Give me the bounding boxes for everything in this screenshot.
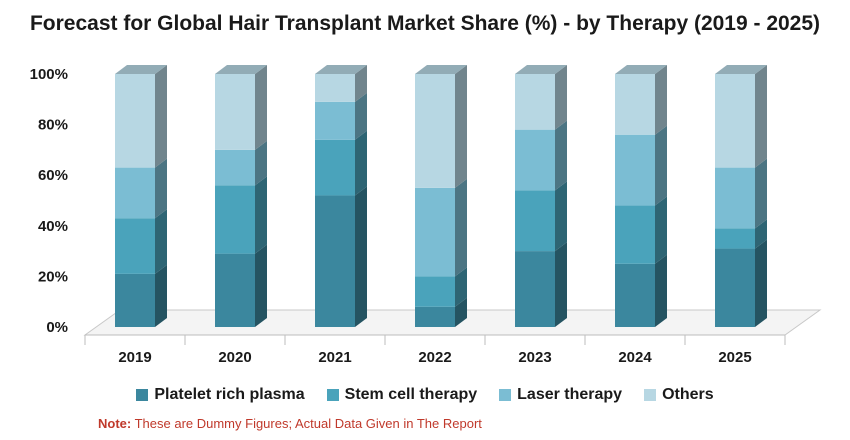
legend-label: Others: [662, 386, 714, 403]
bar-segment-side: [155, 158, 167, 219]
bar-segment-front: [215, 185, 255, 254]
legend-item: Stem cell therapy: [326, 386, 478, 404]
y-tick-label: 40%: [38, 218, 68, 235]
bar-segment-side: [355, 130, 367, 196]
bar-segment-front: [315, 195, 355, 327]
bar-top: [315, 65, 367, 74]
bar-segment-front: [315, 101, 355, 140]
stacked-bar-chart: 0% 20% 40% 60% 80% 100% 2019 2020 2021 2022 2023 20…: [30, 65, 822, 366]
bar-segment-front: [115, 218, 155, 274]
bar-segment-side: [255, 140, 267, 186]
bar-segment-front: [115, 273, 155, 327]
bar-segment-front: [315, 139, 355, 196]
bar-segment-side: [555, 181, 567, 252]
x-tick-label: 2021: [318, 349, 351, 366]
bar-segment-side: [555, 120, 567, 191]
bar-top: [515, 65, 567, 74]
bar-segment-front: [515, 129, 555, 191]
bar-segment-side: [555, 242, 567, 327]
legend-label: Platelet rich plasma: [154, 386, 305, 403]
bar-segment-front: [415, 187, 455, 277]
legend-swatch: [136, 389, 149, 401]
legend-label: Laser therapy: [517, 386, 623, 403]
bar-segment-side: [655, 125, 667, 206]
x-tick-label: 2022: [418, 349, 451, 366]
bar-segment-front: [715, 74, 755, 168]
legend-item: Others: [644, 386, 714, 404]
bar-segment-front: [715, 248, 755, 327]
legend-swatch: [326, 389, 339, 401]
bar-segment-front: [115, 74, 155, 168]
bar-segment-front: [515, 251, 555, 327]
y-tick-label: 100%: [30, 66, 68, 83]
note-text: These are Dummy Figures; Actual Data Giv…: [131, 416, 482, 431]
legend-item: Platelet rich plasma: [136, 386, 305, 404]
bar-segment-side: [155, 209, 167, 274]
y-tick-label: 60%: [38, 167, 68, 184]
bar-segment-front: [415, 306, 455, 327]
bar-top: [215, 65, 267, 74]
bar-segment-front: [615, 263, 655, 327]
bar-segment-side: [355, 65, 367, 102]
bar-segment-side: [655, 254, 667, 327]
bar-top: [115, 65, 167, 74]
bar-segment-front: [415, 276, 455, 307]
bar-segment-side: [155, 264, 167, 327]
bar-segment-front: [215, 149, 255, 186]
y-tick-label: 0%: [46, 319, 68, 336]
bar-top: [615, 65, 667, 74]
bar-segment-side: [755, 65, 767, 168]
y-tick-label: 20%: [38, 268, 68, 285]
legend-label: Stem cell therapy: [344, 386, 478, 403]
bar-top: [715, 65, 767, 74]
x-tick-label: 2019: [118, 349, 151, 366]
x-tick-label: 2023: [518, 349, 551, 366]
bar-segment-side: [255, 65, 267, 150]
bar-segment-side: [655, 65, 667, 135]
x-tick-label: 2020: [218, 349, 251, 366]
y-tick-label: 80%: [38, 117, 68, 134]
bar-segment-front: [515, 190, 555, 252]
bar-segment-side: [755, 158, 767, 229]
bar-segment-front: [515, 74, 555, 130]
footnote: Note: These are Dummy Figures; Actual Da…: [98, 416, 482, 431]
bar-segment-side: [355, 92, 367, 140]
bar-segment-front: [315, 74, 355, 102]
bar-segment-side: [455, 267, 467, 307]
bar-segment-side: [455, 65, 467, 188]
legend: Platelet rich plasma Stem cell therapy Las…: [0, 386, 850, 404]
bar-segment-front: [215, 253, 255, 327]
bar-segment-side: [355, 186, 367, 327]
bar-segment-front: [715, 228, 755, 249]
bar-segment-front: [415, 74, 455, 188]
bar-segment-side: [455, 297, 467, 327]
chart-title: Forecast for Global Hair Transplant Mark…: [29, 12, 821, 35]
bar-segment-side: [455, 178, 467, 277]
bar-segment-front: [715, 167, 755, 229]
note-label: Note:: [98, 416, 132, 431]
bar-segment-front: [115, 167, 155, 219]
bar-segment-front: [615, 134, 655, 206]
bar-top: [415, 65, 467, 74]
bar-segment-side: [755, 219, 767, 249]
legend-swatch: [644, 389, 657, 401]
bar-segment-side: [255, 176, 267, 254]
x-tick-label: 2025: [718, 349, 751, 366]
bar-segment-side: [655, 196, 667, 264]
x-tick-label: 2024: [618, 349, 652, 366]
bar-segment-side: [555, 65, 567, 130]
bar-segment-side: [755, 239, 767, 327]
bar-segment-side: [255, 244, 267, 327]
legend-swatch: [499, 389, 512, 401]
bar-segment-front: [215, 74, 255, 150]
bar-segment-front: [615, 205, 655, 264]
legend-item: Laser therapy: [499, 386, 622, 404]
bar-segment-side: [155, 65, 167, 168]
bar-segment-front: [615, 74, 655, 135]
